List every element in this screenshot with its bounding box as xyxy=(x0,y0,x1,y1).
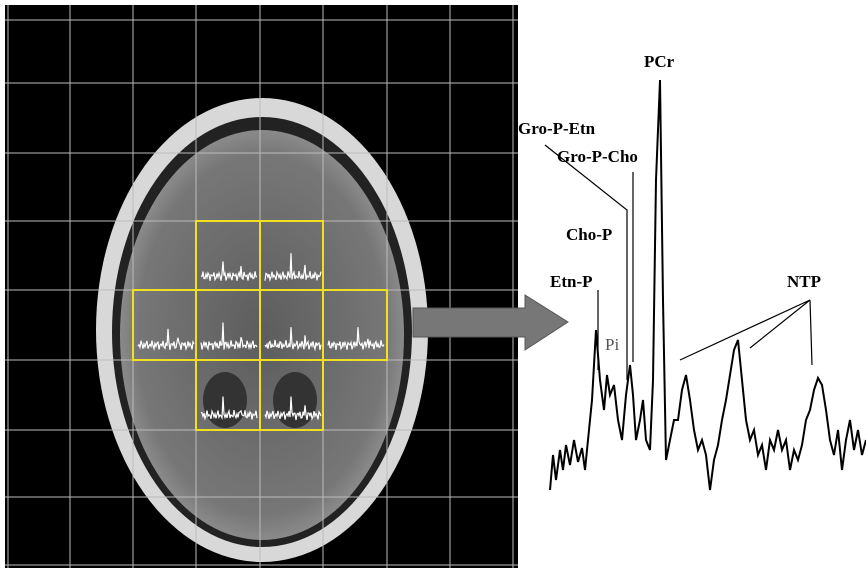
label-cho-p: Cho-P xyxy=(566,225,612,244)
ventricle xyxy=(273,372,317,428)
voxel-spectrum xyxy=(200,322,258,351)
label-pi: Pi xyxy=(605,335,619,354)
voxel-spectrum xyxy=(327,327,385,351)
pointer-lines xyxy=(544,144,813,380)
voxel-spectrum xyxy=(264,396,322,421)
ventricle xyxy=(203,372,247,428)
voxel-spectrum xyxy=(137,328,195,352)
voxel-grid xyxy=(132,220,388,431)
label-gro-p-etn: Gro-P-Etn xyxy=(518,119,596,138)
voxel-spectrum xyxy=(200,261,258,282)
label-gro-p-cho: Gro-P-Cho xyxy=(557,147,638,166)
label-pcr: PCr xyxy=(644,52,675,71)
voxel-spectrum xyxy=(264,327,322,352)
label-etn-p: Etn-P xyxy=(550,272,593,291)
voxel-spectra xyxy=(137,253,385,421)
voxel-spectrum xyxy=(264,253,322,282)
brain xyxy=(120,130,404,540)
voxel-spectrum xyxy=(200,396,258,421)
label-ntp: NTP xyxy=(787,272,821,291)
arrow xyxy=(412,294,569,351)
spectrum xyxy=(549,79,866,491)
